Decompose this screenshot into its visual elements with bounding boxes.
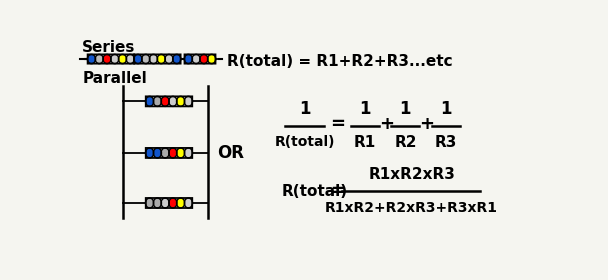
Text: 1: 1 xyxy=(299,100,310,118)
Text: R(total) = R1+R2+R3...etc: R(total) = R1+R2+R3...etc xyxy=(227,54,453,69)
Text: R(total): R(total) xyxy=(274,135,335,149)
Ellipse shape xyxy=(153,148,162,158)
Text: =: = xyxy=(330,183,345,200)
Ellipse shape xyxy=(157,54,165,64)
Ellipse shape xyxy=(145,198,154,208)
Ellipse shape xyxy=(150,54,157,64)
Text: +: + xyxy=(420,115,435,133)
Ellipse shape xyxy=(192,54,200,64)
Text: R(total): R(total) xyxy=(282,184,348,199)
Ellipse shape xyxy=(169,198,177,208)
Ellipse shape xyxy=(169,96,177,106)
Ellipse shape xyxy=(111,54,119,64)
Ellipse shape xyxy=(184,96,193,106)
Text: Series: Series xyxy=(82,40,136,55)
Ellipse shape xyxy=(88,54,95,64)
Ellipse shape xyxy=(176,148,185,158)
Ellipse shape xyxy=(119,54,126,64)
Ellipse shape xyxy=(103,54,111,64)
Text: R1xR2+R2xR3+R3xR1: R1xR2+R2xR3+R3xR1 xyxy=(325,201,498,215)
Ellipse shape xyxy=(207,54,216,64)
Ellipse shape xyxy=(126,54,134,64)
Ellipse shape xyxy=(184,148,193,158)
Ellipse shape xyxy=(142,54,150,64)
Ellipse shape xyxy=(153,96,162,106)
Ellipse shape xyxy=(161,148,169,158)
Text: R2: R2 xyxy=(394,135,416,150)
Ellipse shape xyxy=(176,198,185,208)
Text: R3: R3 xyxy=(435,135,457,150)
Text: +: + xyxy=(379,115,394,133)
Ellipse shape xyxy=(161,96,169,106)
Ellipse shape xyxy=(134,54,142,64)
Ellipse shape xyxy=(184,198,193,208)
Ellipse shape xyxy=(145,96,154,106)
Ellipse shape xyxy=(145,148,154,158)
Text: 1: 1 xyxy=(359,100,371,118)
Text: OR: OR xyxy=(217,144,244,162)
Text: R1xR2xR3: R1xR2xR3 xyxy=(368,167,455,182)
Text: Parallel: Parallel xyxy=(82,71,147,86)
Text: 1: 1 xyxy=(399,100,411,118)
Ellipse shape xyxy=(176,96,185,106)
Ellipse shape xyxy=(184,54,193,64)
Ellipse shape xyxy=(95,54,103,64)
Ellipse shape xyxy=(153,198,162,208)
Text: R1: R1 xyxy=(354,135,376,150)
Ellipse shape xyxy=(165,54,173,64)
Text: =: = xyxy=(330,115,345,133)
Ellipse shape xyxy=(161,198,169,208)
Ellipse shape xyxy=(173,54,181,64)
Text: 1: 1 xyxy=(440,100,451,118)
Ellipse shape xyxy=(200,54,208,64)
Ellipse shape xyxy=(169,148,177,158)
